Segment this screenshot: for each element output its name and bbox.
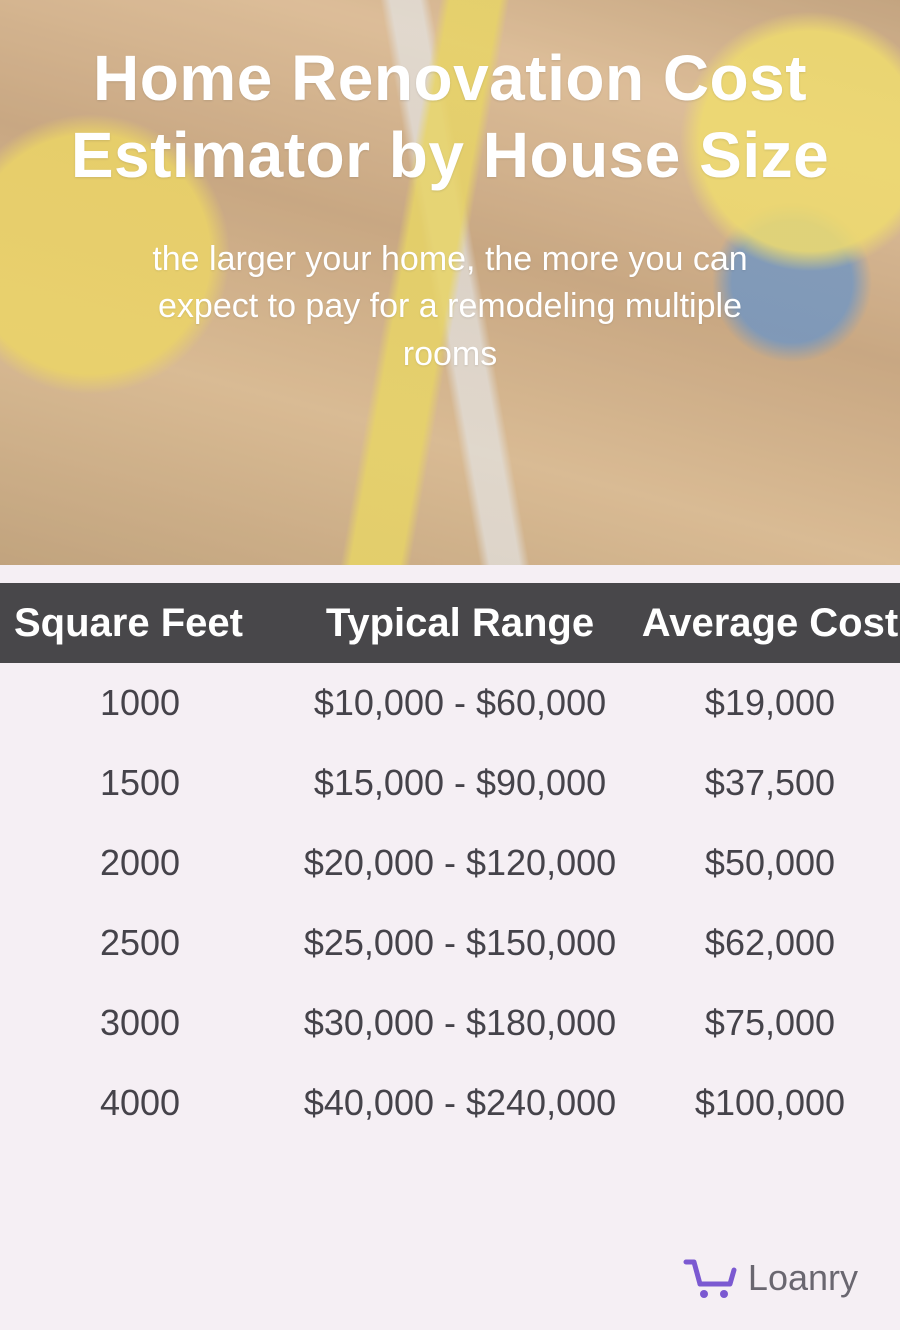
table-row: 4000 $40,000 - $240,000 $100,000 [0, 1063, 900, 1143]
cell-sqft: 3000 [0, 1002, 280, 1044]
cell-range: $10,000 - $60,000 [280, 682, 640, 724]
table-row: 3000 $30,000 - $180,000 $75,000 [0, 983, 900, 1063]
table-row: 2000 $20,000 - $120,000 $50,000 [0, 823, 900, 903]
cell-avg: $100,000 [640, 1082, 900, 1124]
hero-content: Home Renovation Cost Estimator by House … [0, 0, 900, 565]
page: Home Renovation Cost Estimator by House … [0, 0, 900, 1330]
cell-range: $15,000 - $90,000 [280, 762, 640, 804]
page-subtitle: the larger your home, the more you can e… [110, 236, 790, 379]
cart-icon [682, 1256, 738, 1300]
cell-range: $25,000 - $150,000 [280, 922, 640, 964]
cell-range: $40,000 - $240,000 [280, 1082, 640, 1124]
table-header-avg: Average Cost [640, 601, 900, 646]
cell-sqft: 2000 [0, 842, 280, 884]
cell-avg: $50,000 [640, 842, 900, 884]
cell-sqft: 1500 [0, 762, 280, 804]
cell-sqft: 1000 [0, 682, 280, 724]
cell-avg: $37,500 [640, 762, 900, 804]
brand-name: Loanry [748, 1257, 858, 1299]
hero-banner: Home Renovation Cost Estimator by House … [0, 0, 900, 565]
table-header-sqft: Square Feet [0, 601, 280, 646]
brand-footer: Loanry [682, 1256, 858, 1300]
table-row: 1000 $10,000 - $60,000 $19,000 [0, 663, 900, 743]
cell-range: $30,000 - $180,000 [280, 1002, 640, 1044]
table-row: 1500 $15,000 - $90,000 $37,500 [0, 743, 900, 823]
cell-avg: $75,000 [640, 1002, 900, 1044]
page-title: Home Renovation Cost Estimator by House … [60, 40, 840, 194]
cost-table: Square Feet Typical Range Average Cost 1… [0, 583, 900, 1143]
section-divider [0, 565, 900, 583]
table-header-range: Typical Range [280, 601, 640, 646]
table-body: 1000 $10,000 - $60,000 $19,000 1500 $15,… [0, 663, 900, 1143]
cell-avg: $19,000 [640, 682, 900, 724]
table-row: 2500 $25,000 - $150,000 $62,000 [0, 903, 900, 983]
cell-avg: $62,000 [640, 922, 900, 964]
cell-sqft: 4000 [0, 1082, 280, 1124]
table-header-row: Square Feet Typical Range Average Cost [0, 583, 900, 663]
cell-sqft: 2500 [0, 922, 280, 964]
cell-range: $20,000 - $120,000 [280, 842, 640, 884]
